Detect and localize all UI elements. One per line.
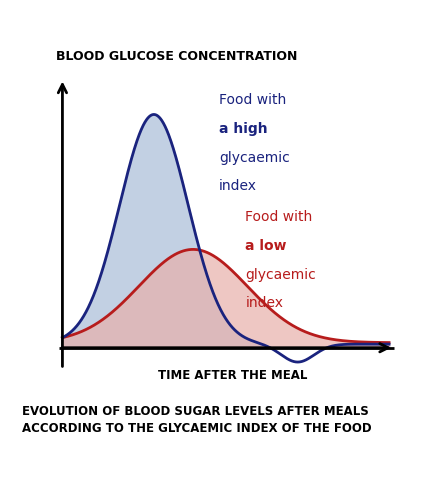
Text: Food with: Food with [219,94,286,108]
Text: glycaemic: glycaemic [246,268,316,281]
Text: Food with: Food with [246,210,313,224]
Text: EVOLUTION OF BLOOD SUGAR LEVELS AFTER MEALS
ACCORDING TO THE GLYCAEMIC INDEX OF : EVOLUTION OF BLOOD SUGAR LEVELS AFTER ME… [22,405,371,435]
Text: a low: a low [246,239,287,253]
Text: index: index [219,180,257,194]
Text: TIME AFTER THE MEAL: TIME AFTER THE MEAL [158,370,307,382]
Text: index: index [246,296,283,310]
Text: glycaemic: glycaemic [219,150,290,164]
Text: BLOOD GLUCOSE CONCENTRATION: BLOOD GLUCOSE CONCENTRATION [56,50,297,62]
Text: a high: a high [219,122,268,136]
